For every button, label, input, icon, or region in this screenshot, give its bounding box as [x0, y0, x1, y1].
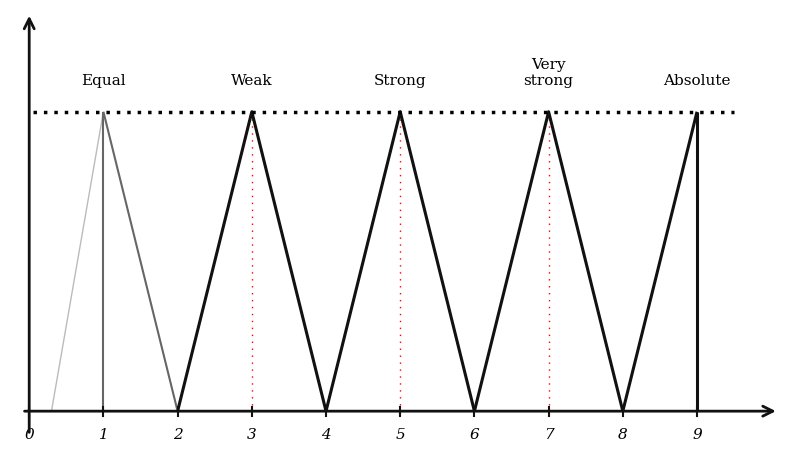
Text: 6: 6	[469, 428, 479, 441]
Text: Equal: Equal	[81, 74, 126, 88]
Text: 7: 7	[544, 428, 554, 441]
Text: 5: 5	[396, 428, 405, 441]
Text: 0: 0	[25, 428, 34, 441]
Text: 2: 2	[173, 428, 182, 441]
Text: 3: 3	[247, 428, 257, 441]
Text: 1: 1	[98, 428, 109, 441]
Text: Weak: Weak	[231, 74, 273, 88]
Text: 8: 8	[618, 428, 628, 441]
Text: 4: 4	[321, 428, 331, 441]
Text: Absolute: Absolute	[663, 74, 731, 88]
Text: Very
strong: Very strong	[523, 58, 573, 88]
Text: Strong: Strong	[374, 74, 427, 88]
Text: 9: 9	[692, 428, 702, 441]
